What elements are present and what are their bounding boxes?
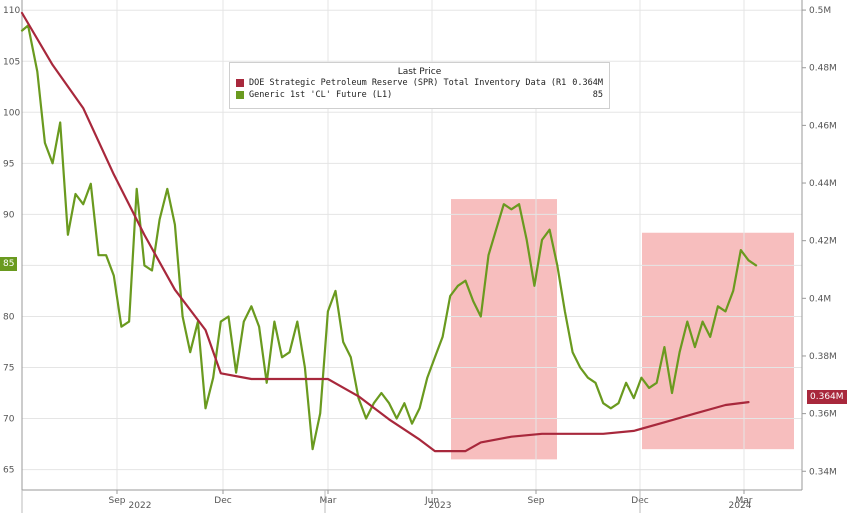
y-right-tick-label: 0.38M [809, 352, 837, 362]
spr-inventory-line [20, 11, 750, 453]
x-month-label: Sep [528, 496, 545, 506]
y-left-tick-label: 95 [3, 159, 14, 169]
x-month-label: Mar [320, 496, 337, 506]
y-left-tick-label: 90 [3, 210, 15, 220]
y-right-tick-label: 0.42M [809, 237, 837, 247]
y-left-tick-label: 70 [3, 415, 15, 425]
y-right-tick-label: 0.48M [809, 64, 837, 74]
legend-swatch-oil [236, 91, 244, 99]
legend-item-oil: Generic 1st 'CL' Future (L1) 85 [236, 89, 603, 101]
chart-legend: Last Price DOE Strategic Petroleum Reser… [229, 62, 610, 109]
legend-swatch-spr [236, 79, 244, 87]
highlight-region-2 [642, 232, 794, 450]
y-left-tick-label: 100 [3, 108, 20, 118]
series-lines [20, 11, 758, 453]
y-right-tick-label: 0.46M [809, 121, 837, 131]
highlight-region-1 [451, 199, 557, 460]
y-left-tick-label: 110 [3, 6, 20, 16]
legend-label-oil: Generic 1st 'CL' Future (L1) [249, 90, 393, 100]
y-right-tick-label: 0.34M [809, 467, 837, 477]
legend-value-spr: 0.364M [572, 78, 603, 88]
x-month-label: Mar [736, 496, 753, 506]
y-right-tick-label: 0.4M [809, 294, 831, 304]
legend-label-spr: DOE Strategic Petroleum Reserve (SPR) To… [249, 78, 567, 88]
x-year-label: 2023 [429, 501, 452, 511]
last-value-right-badge: 0.364M [807, 390, 847, 404]
y-left-tick-label: 65 [3, 466, 14, 476]
chart-axes: 65 70 75 80 85 90 95 100 105 110 0.34M 0.36M 0.38M 0.… [3, 0, 837, 513]
legend-header: Last Price [397, 67, 442, 77]
legend-item-spr: DOE Strategic Petroleum Reserve (SPR) To… [236, 77, 603, 89]
legend-value-oil: 85 [592, 90, 603, 100]
last-value-left-badge: 85 [0, 257, 18, 271]
y-right-tick-label: 0.44M [809, 179, 837, 189]
x-month-label: Jun [424, 496, 439, 506]
y-right-tick-label: 0.36M [809, 410, 837, 420]
y-right-tick-label: 0.5M [809, 6, 831, 16]
y-left-tick-label: 75 [3, 364, 14, 374]
x-month-label: Sep [109, 496, 126, 506]
y-left-tick-label: 105 [3, 57, 20, 67]
oil-price-line [20, 24, 758, 451]
y-left-tick-label: 80 [3, 312, 15, 322]
x-month-label: Dec [214, 496, 231, 506]
highlight-regions [451, 199, 794, 460]
x-year-label: 2024 [729, 501, 752, 511]
x-year-label: 2022 [129, 501, 152, 511]
